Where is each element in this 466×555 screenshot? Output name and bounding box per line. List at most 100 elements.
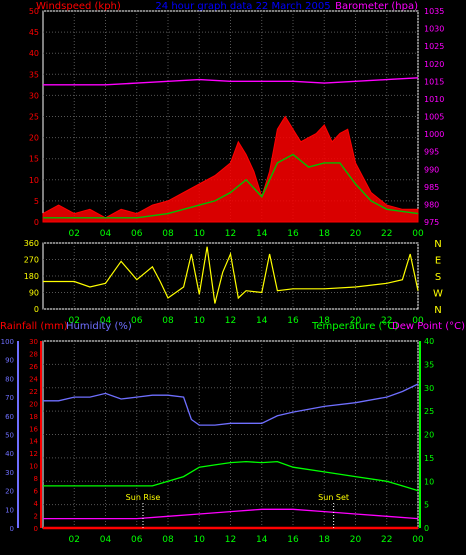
x-tick-label: 02 [69,316,80,326]
rainfall-tick-label: 10 [29,463,38,471]
humidity-tick-label: 60 [5,413,14,421]
x-tick-label: 20 [350,316,362,326]
humidity-tick-label: 50 [5,432,14,440]
temperature-axis-title: Temperature (°C) [311,321,398,332]
dewpoint-line [43,508,419,520]
barometer-tick-label: 990 [424,165,439,174]
compass-label: W [433,289,443,300]
x-tick-label: 16 [287,535,299,545]
rainfall-tick-label: 26 [29,363,38,371]
humidity-tick-label: 100 [1,338,14,346]
x-tick-label: 12 [225,316,236,326]
x-tick-label: 20 [350,229,362,239]
humidity-tick-label: 70 [5,394,14,402]
x-tick-label: 16 [287,229,299,239]
humidity-tick-label: 10 [5,506,14,514]
dewpoint-axis-title: Dew Point (°C) [392,321,465,332]
barometer-line [43,77,419,86]
windspeed-tick-label: 30 [29,91,39,100]
x-tick-label: 08 [162,535,174,545]
barometer-tick-label: 1020 [424,60,444,69]
rainfall-tick-label: 2 [34,513,38,521]
bearing-panel: 02 04 06 08 10 12 14 16 18 20 22 00090180270360NWSE… [24,239,443,326]
humidity-tick-label: 80 [5,375,14,383]
wind-bearing-line [43,246,419,304]
x-tick-label: 10 [194,229,206,239]
rainfall-tick-label: 4 [34,500,39,508]
x-tick-label: 06 [131,535,143,545]
sunset-label: Sun Set [318,493,349,502]
wind-panel: 02 04 06 08 10 12 14 16 18 20 22 000510152025303540… [29,7,445,239]
x-tick-label: 06 [131,229,143,239]
humidity-tick-label: 40 [5,450,14,458]
temperature-tick-label: 35 [424,360,434,369]
x-tick-label: 14 [256,316,268,326]
x-tick-label: 06 [131,316,143,326]
x-tick-label: 18 [319,535,331,545]
x-tick-label: 10 [194,535,206,545]
barometer-tick-label: 980 [424,200,439,209]
x-tick-label: 18 [319,229,331,239]
x-tick-label: 00 [412,229,424,239]
barometer-tick-label: 985 [424,183,439,192]
windspeed-tick-label: 25 [29,113,39,122]
x-tick-label: 20 [350,535,362,545]
barometer-tick-label: 1010 [424,95,444,104]
windspeed-axis-title: Windspeed (kph) [36,1,121,12]
average-wind-line [43,153,419,219]
barometer-tick-label: 975 [424,218,439,227]
humidity-tick-label: 20 [5,488,14,496]
rainfall-axis-title: Rainfall (mm) [0,321,68,332]
chart-title: 24 hour graph data 22 March 2005 [155,1,330,12]
compass-label: N [434,239,441,250]
humidity-tick-label: 30 [5,469,14,477]
compass-label: E [435,256,441,267]
windspeed-tick-label: 15 [29,155,39,164]
rainfall-tick-label: 16 [29,425,38,433]
rainfall-tick-label: 28 [29,350,38,358]
windspeed-tick-label: 10 [29,176,39,185]
temperature-tick-label: 0 [424,524,429,533]
rainfall-tick-label: 24 [29,375,38,383]
x-tick-label: 08 [162,316,174,326]
x-tick-label: 00 [412,535,424,545]
temperature-tick-label: 25 [424,407,434,416]
temperature-tick-label: 40 [424,337,434,346]
temperature-tick-label: 10 [424,477,434,486]
windspeed-tick-label: 0 [34,218,39,227]
climate-panel: 02 04 06 08 10 12 14 16 18 20 22 000102030405060708… [1,337,435,545]
x-tick-label: 04 [100,535,112,545]
temperature-tick-label: 15 [424,454,434,463]
bearing-tick-label: 360 [24,239,39,248]
barometer-tick-label: 1005 [424,113,444,122]
humidity-line [43,383,419,426]
rainfall-tick-label: 14 [29,438,38,446]
x-tick-label: 02 [69,535,80,545]
x-tick-label: 00 [412,316,424,326]
windspeed-tick-label: 35 [29,70,39,79]
x-tick-label: 18 [319,316,331,326]
x-tick-label: 10 [194,316,206,326]
barometer-tick-label: 1015 [424,77,444,86]
x-tick-label: 22 [381,229,392,239]
barometer-tick-label: 1030 [424,25,444,34]
windspeed-tick-label: 20 [29,134,39,143]
barometer-tick-label: 995 [424,148,439,157]
x-tick-label: 04 [100,229,112,239]
rainfall-tick-label: 8 [34,475,38,483]
rainfall-tick-label: 22 [29,388,38,396]
compass-label: N [434,305,441,316]
bearing-tick-label: 90 [29,289,39,298]
x-tick-label: 12 [225,535,236,545]
temperature-tick-label: 30 [424,384,434,393]
x-tick-label: 14 [256,535,268,545]
rainfall-tick-label: 0 [34,525,38,533]
x-tick-label: 02 [69,229,80,239]
windspeed-tick-label: 50 [29,7,39,16]
x-tick-label: 12 [225,229,236,239]
windspeed-tick-label: 40 [29,49,39,58]
temperature-tick-label: 5 [424,501,429,510]
rainfall-tick-label: 12 [29,450,38,458]
rainfall-tick-label: 20 [29,400,38,408]
